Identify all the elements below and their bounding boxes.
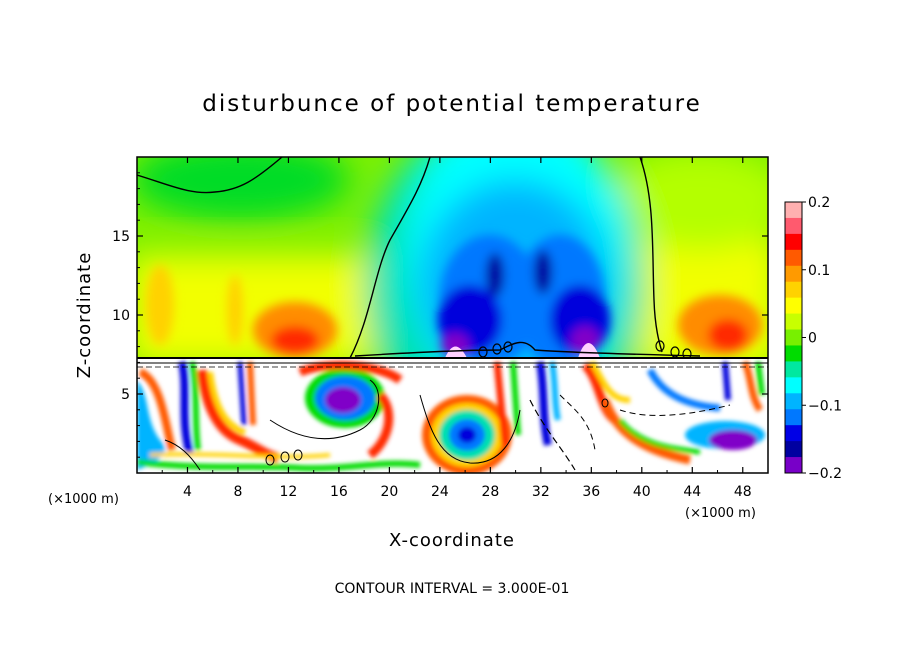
colorbar-swatch	[785, 329, 802, 346]
colorbar-tick-label: 0.1	[808, 263, 830, 279]
colorbar-swatch	[785, 457, 802, 474]
colorbar-ticks: 0.2 0.1 0 −0.1 −0.2	[802, 195, 842, 482]
x-axis-unit-right: (×1000 m)	[685, 506, 756, 521]
colorbar-swatch	[785, 345, 802, 362]
colorbar-swatch	[785, 377, 802, 394]
colorbar-swatch	[785, 297, 802, 315]
y-axis-title: Z-coordinate	[74, 252, 95, 379]
colorbar-swatch	[785, 281, 802, 299]
x-tick-label: 24	[431, 484, 449, 500]
colorbar	[785, 202, 802, 474]
y-tick-label: 5	[121, 387, 130, 403]
lower-field	[137, 358, 768, 473]
colorbar-swatch	[785, 233, 802, 251]
x-tick-label: 36	[582, 484, 600, 500]
x-tick-label: 32	[532, 484, 550, 500]
x-tick-label: 44	[683, 484, 701, 500]
colorbar-swatch	[785, 409, 802, 426]
upper-field	[137, 157, 768, 358]
colorbar-swatch	[785, 441, 802, 458]
colorbar-swatch	[785, 425, 802, 442]
x-tick-label: 20	[380, 484, 398, 500]
y-tick-label: 15	[112, 229, 130, 245]
x-tick-label: 4	[183, 484, 192, 500]
x-tick-label: 28	[481, 484, 499, 500]
contour-interval-note: CONTOUR INTERVAL = 3.000E-01	[335, 581, 570, 597]
x-tick-label: 8	[233, 484, 242, 500]
colorbar-swatch	[785, 393, 802, 410]
colorbar-swatch	[785, 249, 802, 267]
colorbar-swatch	[785, 313, 802, 331]
colorbar-tick-label: −0.1	[808, 398, 842, 414]
x-tick-label: 40	[633, 484, 651, 500]
chart-title: disturbunce of potential temperature	[202, 91, 702, 117]
x-tick-label: 16	[330, 484, 348, 500]
y-axis: 5 10 15	[112, 172, 768, 458]
x-axis: 4 8 12 16 20 24 28 32 36 40 44 48	[161, 157, 752, 500]
colorbar-swatch	[785, 202, 802, 219]
x-tick-label: 12	[280, 484, 298, 500]
colorbar-swatch	[785, 217, 802, 235]
colorbar-tick-label: −0.2	[808, 466, 842, 482]
colorbar-tick-label: 0	[808, 331, 817, 347]
colorbar-swatch	[785, 265, 802, 283]
y-tick-label: 10	[112, 308, 130, 324]
colorbar-swatch	[785, 361, 802, 378]
x-axis-title: X-coordinate	[389, 530, 515, 551]
x-axis-unit-left: (×1000 m)	[48, 492, 119, 507]
colorbar-tick-label: 0.2	[808, 195, 830, 211]
x-tick-label: 48	[734, 484, 752, 500]
